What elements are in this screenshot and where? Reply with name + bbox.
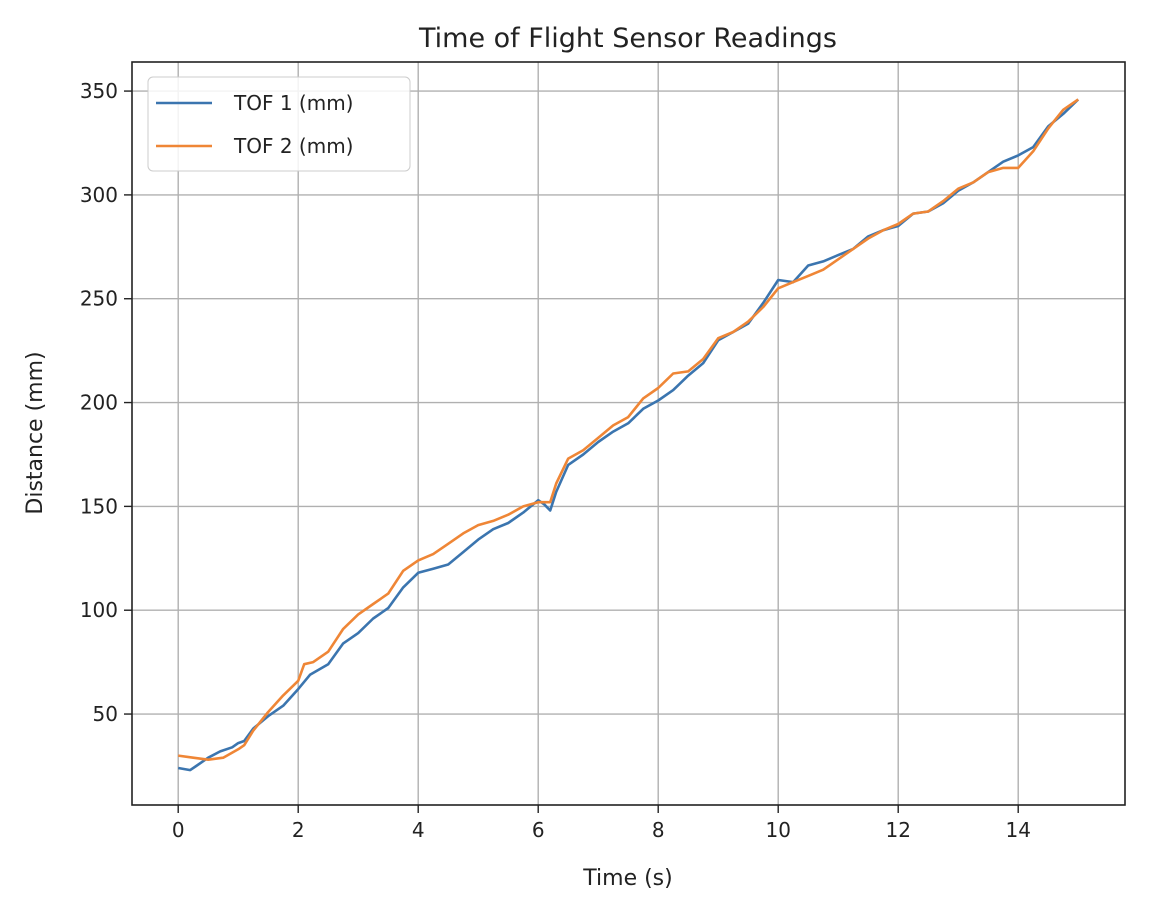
series-line-tof2 [178,98,1079,761]
y-tick-label: 250 [80,287,118,311]
x-tick-label: 8 [652,818,665,842]
legend-box [147,76,411,172]
y-tick-label: 300 [80,183,118,207]
x-tick-label: 14 [1005,818,1030,842]
y-tick-label: 350 [80,79,118,103]
x-tick-label: 6 [532,818,545,842]
grid [132,62,1125,805]
x-tick-label: 10 [765,818,790,842]
x-tick-label: 2 [292,818,305,842]
legend: TOF 1 (mm) TOF 2 (mm) [147,76,411,172]
y-tick-label: 150 [80,494,118,518]
y-tick-label: 200 [80,391,118,415]
y-tick-label: 100 [80,598,118,622]
y-axis-label: Distance (mm) [23,351,48,514]
legend-label-tof1: TOF 1 (mm) [233,91,353,115]
ticks: 0 2 4 6 8 10 12 14 50 100 150 200 250 300 350 [80,79,1031,842]
chart-title: Time of Flight Sensor Readings [418,23,837,54]
x-tick-label: 12 [885,818,910,842]
series-lines [177,98,1080,772]
plot-frame [131,61,1126,806]
x-tick-label: 0 [172,818,185,842]
legend-label-tof2: TOF 2 (mm) [233,134,353,158]
x-axis-label: Time (s) [582,866,672,891]
y-tick-label: 50 [93,702,118,726]
x-tick-label: 4 [412,818,425,842]
